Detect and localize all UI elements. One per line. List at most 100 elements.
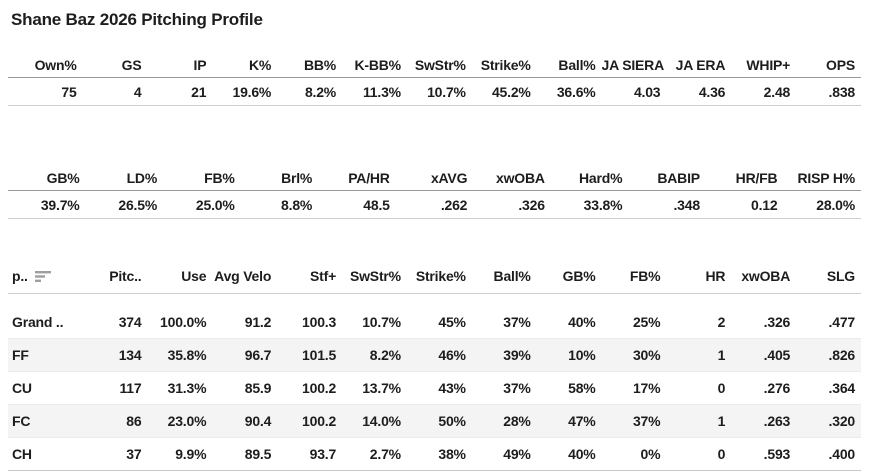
stat-cell: 2 bbox=[717, 314, 726, 330]
stat-cell: 100.3 bbox=[302, 314, 337, 330]
stat-cell: 31.3% bbox=[167, 380, 207, 396]
stat-cell: 46% bbox=[438, 347, 466, 363]
pitch-column-header[interactable]: xwOBA bbox=[741, 268, 791, 284]
column-header: SwStr% bbox=[414, 57, 466, 73]
column-header: xAVG bbox=[430, 170, 468, 186]
stat-value: 36.6% bbox=[556, 83, 596, 100]
stat-value: 19.6% bbox=[232, 83, 272, 100]
stat-cell: 1 bbox=[717, 413, 726, 429]
stat-value: .348 bbox=[673, 196, 700, 213]
page-title: Shane Baz 2026 Pitching Profile bbox=[11, 10, 263, 29]
stat-cell: .326 bbox=[763, 314, 791, 330]
pitch-column-header[interactable]: SLG bbox=[826, 268, 855, 284]
pitch-column-header[interactable]: HR bbox=[705, 268, 726, 284]
stat-cell: 30% bbox=[632, 347, 661, 363]
column-header: HR/FB bbox=[735, 170, 778, 186]
stat-cell: 0 bbox=[717, 380, 726, 396]
stat-cell: 86 bbox=[126, 413, 142, 429]
stat-cell: 8.2% bbox=[369, 347, 401, 363]
stat-value: 48.5 bbox=[363, 196, 390, 213]
column-header: Own% bbox=[34, 57, 77, 73]
pitch-column-header[interactable]: GB% bbox=[562, 268, 596, 284]
column-header: K% bbox=[249, 57, 272, 73]
stat-value: 21 bbox=[191, 83, 207, 100]
table-row: CH 37 9.9% 89.5 93.7 2.7% 38% 49% 40% 0% 0 .593 .400 bbox=[8, 438, 861, 471]
stat-value: 11.3% bbox=[362, 83, 401, 100]
column-header: OPS bbox=[826, 57, 855, 73]
stat-cell: 100.2 bbox=[302, 413, 337, 429]
stat-cell: 10% bbox=[568, 347, 596, 363]
stat-cell: 17% bbox=[632, 380, 661, 396]
column-header: K-BB% bbox=[354, 57, 401, 73]
stat-cell: 0 bbox=[717, 446, 726, 462]
pitch-column-header[interactable]: Strike% bbox=[415, 268, 466, 284]
column-header: WHIP+ bbox=[746, 57, 791, 73]
stat-cell: 45% bbox=[438, 314, 466, 330]
stat-cell: .405 bbox=[763, 347, 791, 363]
stat-value: 75 bbox=[61, 83, 77, 100]
column-header: JA SIERA bbox=[601, 57, 665, 73]
stat-cell: 37 bbox=[126, 446, 142, 462]
column-header: Ball% bbox=[558, 57, 596, 73]
stat-value: 4.03 bbox=[633, 83, 661, 100]
stat-value: 45.2% bbox=[491, 83, 531, 100]
stat-cell: 101.5 bbox=[302, 347, 337, 363]
stat-value: 8.8% bbox=[281, 196, 313, 213]
column-header: Brl% bbox=[281, 170, 313, 186]
pitch-column-label: p.. bbox=[12, 268, 28, 284]
stat-cell: .593 bbox=[763, 446, 791, 462]
stat-cell: .364 bbox=[828, 380, 856, 396]
column-header: BABIP bbox=[657, 170, 700, 186]
stat-cell: 134 bbox=[118, 347, 142, 363]
stat-cell: 50% bbox=[438, 413, 466, 429]
stat-cell: 14.0% bbox=[362, 413, 401, 429]
stat-cell: .320 bbox=[828, 413, 856, 429]
stat-cell: 374 bbox=[118, 314, 142, 330]
stat-cell: 90.4 bbox=[244, 413, 272, 429]
pitch-column-header[interactable]: p.. bbox=[8, 268, 83, 284]
stat-cell: 100.0% bbox=[160, 314, 207, 330]
pitch-column-header[interactable]: FB% bbox=[629, 268, 661, 284]
stat-value: 2.48 bbox=[763, 83, 791, 100]
pitch-column-header[interactable]: Stf+ bbox=[310, 268, 337, 284]
stat-cell: 91.2 bbox=[244, 314, 272, 330]
column-header: PA/HR bbox=[348, 170, 390, 186]
pitch-column-header[interactable]: Avg Velo bbox=[214, 268, 272, 284]
season-summary-table: Own% GS IP K% BB% K-BB% SwStr% Strike% Ball% JA S… bbox=[8, 53, 861, 106]
pitch-column-header[interactable]: Use bbox=[181, 268, 207, 284]
column-header: Strike% bbox=[480, 57, 531, 73]
stat-cell: 28% bbox=[503, 413, 531, 429]
stat-value: 26.5% bbox=[118, 196, 158, 213]
column-header: xwOBA bbox=[496, 170, 545, 186]
stat-value: 10.7% bbox=[427, 83, 466, 100]
stat-cell: 40% bbox=[568, 314, 596, 330]
batted-ball-summary-table: GB% LD% FB% Brl% PA/HR xAVG xwOBA Hard% BABIP HR/… bbox=[8, 166, 861, 219]
stat-value: 0.12 bbox=[751, 196, 778, 213]
summary-header-row: Own% GS IP K% BB% K-BB% SwStr% Strike% Ball% JA S… bbox=[8, 53, 861, 78]
stat-cell: 117 bbox=[119, 380, 142, 396]
stat-cell: 37% bbox=[503, 380, 531, 396]
stat-cell: 0% bbox=[640, 446, 661, 462]
pitch-column-header[interactable]: Pitc.. bbox=[109, 268, 142, 284]
pitching-profile-page: Shane Baz 2026 Pitching Profile Own% GS IP… bbox=[0, 9, 869, 471]
summary-value-row: 39.7% 26.5% 25.0% 8.8% 48.5 .262 .326 33.8% .348… bbox=[8, 191, 861, 219]
stat-cell: 2.7% bbox=[369, 446, 401, 462]
stat-value: 4.36 bbox=[698, 83, 726, 100]
column-header: BB% bbox=[303, 57, 337, 73]
stat-cell: 35.8% bbox=[167, 347, 207, 363]
pitch-table-header-row: p.. Pitc.. Use Avg Velo Stf+ SwStr% Strike% Bal… bbox=[8, 259, 861, 294]
sort-descending-icon[interactable] bbox=[34, 270, 52, 283]
pitch-column-header[interactable]: Ball% bbox=[493, 268, 531, 284]
summary-value-row: 75 4 21 19.6% 8.2% 11.3% 10.7% 45.2% 36.6% 4.03 4.… bbox=[8, 78, 861, 106]
stat-cell: 43% bbox=[438, 380, 466, 396]
stat-value: 8.2% bbox=[304, 83, 337, 100]
pitch-column-header[interactable]: SwStr% bbox=[349, 268, 401, 284]
stat-value: 33.8% bbox=[583, 196, 623, 213]
stat-cell: 58% bbox=[568, 380, 596, 396]
column-header: FB% bbox=[204, 170, 235, 186]
stat-cell: 37% bbox=[503, 314, 531, 330]
stat-cell: .263 bbox=[763, 413, 791, 429]
pitch-type-cell: FC bbox=[12, 413, 31, 429]
column-header: LD% bbox=[126, 170, 158, 186]
pitch-breakdown-table: p.. Pitc.. Use Avg Velo Stf+ SwStr% Strike% Bal… bbox=[8, 259, 861, 471]
